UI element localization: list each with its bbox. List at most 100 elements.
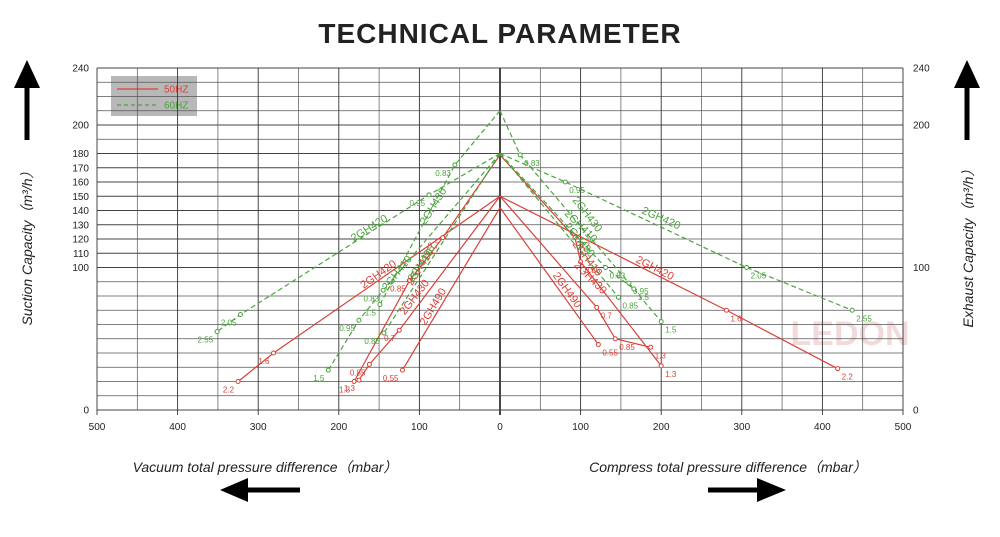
series-line [499,207,599,345]
point-label: 1.3 [344,384,356,393]
data-point [377,302,383,308]
point-label: 0.83 [364,294,380,303]
point-label: 0.85 [350,368,366,377]
data-point [594,304,600,310]
series-line [499,153,619,298]
point-label: 0.55 [602,348,618,357]
data-point [381,330,387,336]
point-label: 2.55 [198,336,214,345]
data-point [366,361,372,367]
data-point [356,317,362,323]
y-tick-label: 100 [913,263,930,274]
point-label: 0.85 [622,301,638,310]
y-tick-label: 140 [72,206,89,217]
x-tick-label: 300 [733,422,750,433]
data-point [356,377,362,383]
series-line [499,110,662,323]
point-label: 1.5 [313,374,325,383]
y-tick-label: 130 [72,220,89,231]
data-point [723,307,729,313]
data-point [658,363,664,369]
point-label: 1.6 [730,314,742,323]
series-line [383,153,501,334]
legend-label: 50HZ [164,85,188,96]
point-label: 2.05 [221,319,237,328]
x-axis-label: Compress total pressure difference（mbar） [589,459,867,475]
point-label: 0.7 [384,334,396,343]
point-label: 0.83 [610,272,626,281]
data-point [849,307,855,313]
x-tick-label: 200 [330,422,347,433]
y-tick-label: 200 [913,121,930,132]
data-point [595,341,601,347]
x-tick-label: 100 [572,422,589,433]
legend-box [111,76,197,116]
y-tick-label: 150 [72,192,89,203]
series-name: 2GH490 [550,270,584,310]
y-tick-label: 0 [913,406,919,417]
series-line [499,154,662,367]
point-label: 0.95 [339,324,355,333]
point-label: 0.83 [524,159,540,168]
point-label: 0.7 [601,311,613,320]
y-tick-label: 180 [72,149,89,160]
data-point [237,312,243,318]
series-line [358,195,501,381]
data-point [578,259,584,265]
point-label: 1.5 [638,293,650,302]
legend-label: 60HZ [164,101,188,112]
data-point [440,235,446,241]
data-point [517,152,523,158]
data-point [399,367,405,373]
y-tick-label: 170 [72,163,89,174]
point-label: 2.55 [856,314,872,323]
data-point [744,265,750,270]
data-point [648,344,654,350]
y-tick-label: 110 [73,249,89,260]
data-point [452,162,458,168]
point-label: 2.05 [751,272,767,281]
x-tick-label: 400 [814,422,831,433]
point-label: 0.7 [428,242,440,251]
watermark: LEDON [791,315,910,353]
y-tick-label: 0 [83,406,89,417]
point-label: 0.85 [390,284,406,293]
point-label: 1.3 [339,386,351,395]
point-label: 0.7 [579,242,591,251]
y-axis-label: Exhaust Capacity（m³/h） [960,163,976,328]
x-tick-label: 400 [169,422,186,433]
data-point [603,265,609,270]
data-point [631,286,637,292]
y-tick-label: 120 [72,235,89,246]
series-name: 2GH420 [349,213,390,245]
data-point [214,329,220,335]
point-label: 1.3 [665,370,677,379]
y-tick-label: 100 [72,263,89,274]
series-line [499,195,651,348]
point-label: 2.2 [223,386,235,395]
arrows [14,60,980,502]
data-point [396,327,402,333]
y-axis-label: Suction Capacity（m³/h） [19,164,35,325]
data-point [407,277,413,283]
point-label: 1.5 [365,309,377,318]
series-line [401,207,501,371]
data-point [325,367,331,373]
point-label: 0.95 [633,287,649,296]
point-label: 0.85 [364,337,380,346]
chart-title: TECHNICAL PARAMETER [318,18,681,49]
point-label: 2.2 [842,373,854,382]
series-line [499,152,853,311]
y-tick-label: 200 [72,121,89,132]
series-name: 2GH420 [634,254,676,283]
data-point [612,336,618,342]
series-line [216,152,501,333]
series-line [353,154,501,382]
point-label: 0.85 [619,343,635,352]
y-tick-label: 240 [913,64,930,75]
y-tick-label: 160 [72,178,89,189]
data-point [562,179,568,185]
data-point [615,294,621,300]
data-point [572,235,578,241]
